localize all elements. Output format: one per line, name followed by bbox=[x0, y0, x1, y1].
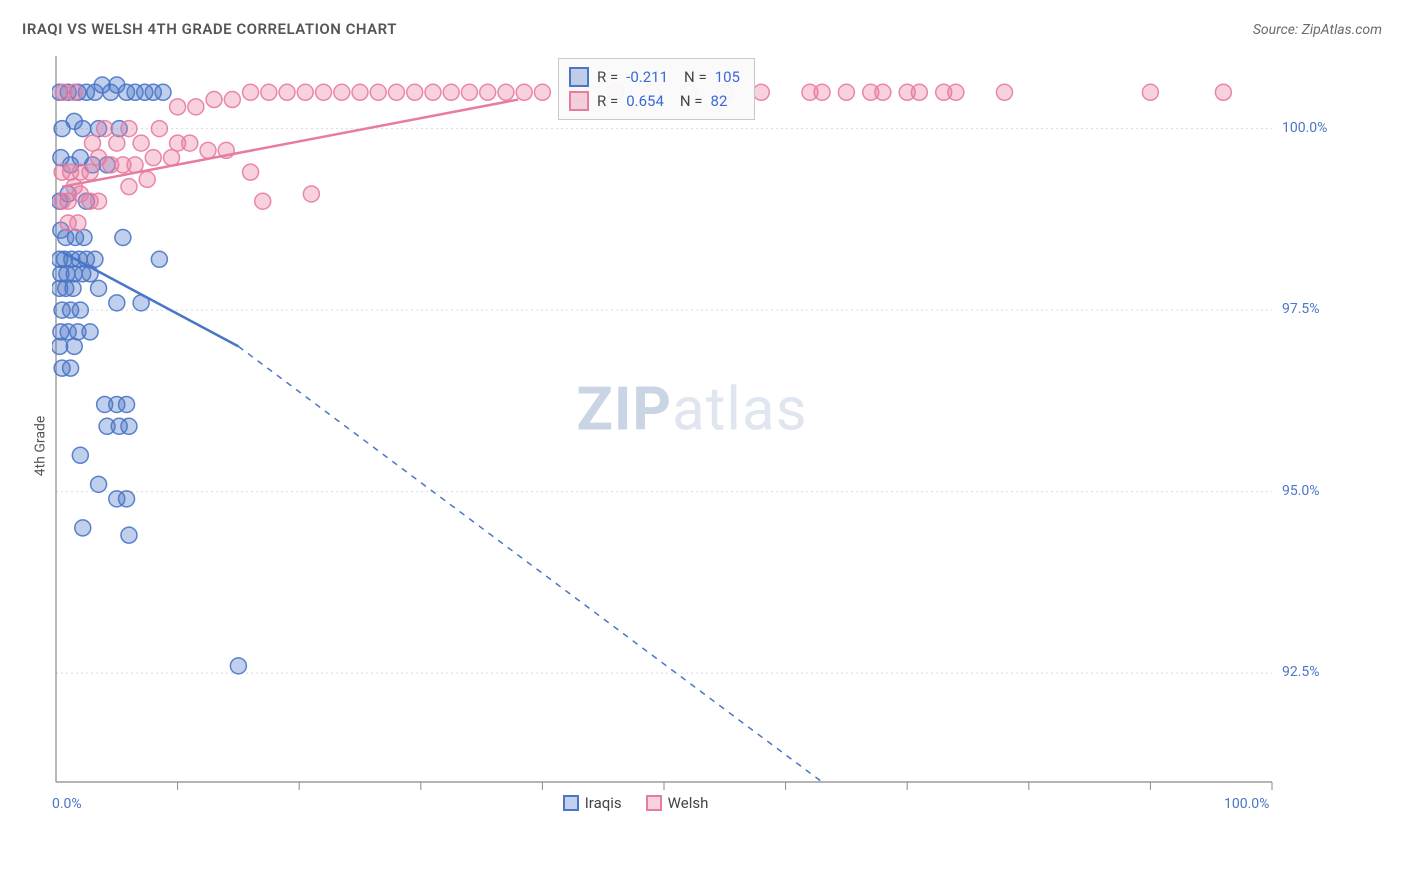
legend-n-value-iraqis: 105 bbox=[715, 65, 740, 89]
legend-swatch-iraqis bbox=[569, 67, 589, 87]
y-tick-label: 97.5% bbox=[1282, 301, 1320, 317]
correlation-legend: R = -0.211 N = 105 R = 0.654 N = 82 bbox=[558, 58, 755, 120]
y-tick-label: 95.0% bbox=[1282, 483, 1320, 499]
legend-swatch-welsh bbox=[646, 795, 662, 811]
series-legend: Iraqis Welsh bbox=[563, 794, 709, 812]
plot-svg bbox=[52, 52, 1332, 812]
legend-row-welsh: R = 0.654 N = 82 bbox=[569, 89, 740, 113]
legend-r-value-iraqis: -0.211 bbox=[626, 65, 668, 89]
chart-title: IRAQI VS WELSH 4TH GRADE CORRELATION CHA… bbox=[22, 20, 397, 38]
legend-r-value-welsh: 0.654 bbox=[626, 89, 664, 113]
x-tick-label: 100.0% bbox=[1224, 796, 1269, 812]
y-tick-label: 92.5% bbox=[1282, 664, 1320, 680]
legend-item-iraqis: Iraqis bbox=[563, 794, 622, 812]
y-tick-label: 100.0% bbox=[1282, 120, 1327, 136]
scatter-plot: ZIPatlas bbox=[52, 52, 1332, 812]
legend-label-welsh: Welsh bbox=[668, 794, 709, 812]
source-label: Source: ZipAtlas.com bbox=[1253, 22, 1382, 38]
legend-label-iraqis: Iraqis bbox=[585, 794, 622, 812]
legend-n-label: N = bbox=[684, 65, 707, 89]
legend-n-label: N = bbox=[680, 89, 703, 113]
legend-row-iraqis: R = -0.211 N = 105 bbox=[569, 65, 740, 89]
legend-r-label: R = bbox=[597, 89, 618, 113]
y-axis-label: 4th Grade bbox=[32, 416, 48, 477]
legend-item-welsh: Welsh bbox=[646, 794, 709, 812]
x-tick-label: 0.0% bbox=[52, 796, 82, 812]
legend-swatch-welsh bbox=[569, 91, 589, 111]
legend-r-label: R = bbox=[597, 65, 618, 89]
legend-n-value-welsh: 82 bbox=[711, 89, 728, 113]
legend-swatch-iraqis bbox=[563, 795, 579, 811]
